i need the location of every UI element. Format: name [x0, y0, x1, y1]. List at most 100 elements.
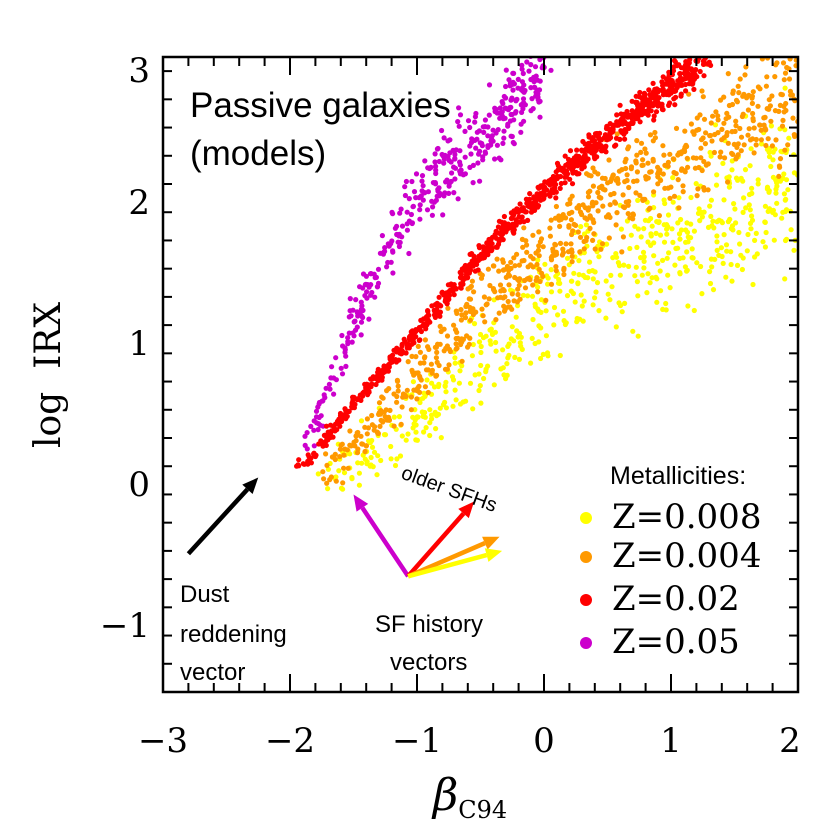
- data-point: [372, 424, 378, 430]
- data-point: [345, 341, 351, 347]
- data-point: [547, 225, 553, 231]
- data-point: [695, 210, 702, 216]
- data-point: [501, 288, 507, 294]
- data-point: [595, 171, 601, 177]
- data-point: [375, 430, 381, 436]
- data-point: [637, 119, 643, 125]
- data-point: [646, 87, 652, 93]
- data-point: [745, 132, 751, 138]
- data-point: [714, 233, 720, 239]
- data-point: [463, 310, 469, 316]
- data-point: [382, 414, 388, 420]
- data-point: [676, 205, 682, 211]
- data-point: [688, 121, 695, 127]
- data-point: [358, 319, 365, 325]
- data-point: [649, 223, 655, 229]
- data-point: [574, 171, 580, 177]
- data-point: [736, 229, 742, 236]
- data-point: [506, 282, 512, 288]
- data-point: [782, 70, 789, 76]
- data-point: [707, 280, 714, 287]
- data-point: [783, 107, 789, 114]
- data-point: [685, 303, 691, 309]
- data-point: [395, 239, 401, 245]
- data-point: [710, 113, 716, 119]
- data-point: [764, 74, 770, 80]
- data-point: [438, 435, 444, 441]
- data-point: [358, 433, 364, 439]
- data-point: [742, 167, 749, 173]
- data-point: [349, 476, 355, 482]
- data-point: [327, 477, 333, 483]
- data-point: [701, 45, 706, 50]
- data-point: [479, 306, 485, 312]
- data-point: [470, 180, 476, 186]
- data-point: [569, 181, 576, 187]
- data-point: [548, 67, 554, 73]
- data-point: [512, 110, 519, 116]
- data-point: [389, 238, 395, 244]
- data-point: [480, 124, 486, 130]
- data-point: [578, 224, 584, 230]
- data-point: [747, 137, 754, 143]
- data-point: [626, 263, 632, 269]
- data-point: [718, 149, 724, 155]
- data-point: [671, 64, 677, 70]
- data-point: [715, 130, 721, 136]
- data-point: [536, 40, 541, 45]
- data-point: [659, 101, 665, 107]
- x-tick-label: 1: [660, 721, 682, 761]
- data-point: [413, 327, 419, 333]
- data-point: [396, 243, 402, 250]
- data-point: [586, 132, 592, 138]
- data-point: [782, 197, 788, 203]
- data-point: [468, 151, 474, 157]
- data-point: [734, 262, 741, 268]
- data-point: [557, 240, 564, 246]
- data-point: [741, 195, 747, 201]
- data-point: [302, 442, 308, 448]
- data-point: [457, 112, 464, 118]
- data-point: [603, 133, 609, 139]
- data-point: [708, 120, 714, 126]
- data-point: [311, 443, 317, 449]
- data-point: [519, 79, 526, 85]
- data-point: [458, 281, 464, 287]
- data-point: [433, 170, 439, 177]
- data-point: [592, 156, 598, 162]
- data-point: [574, 205, 580, 211]
- data-point: [557, 185, 563, 191]
- data-point: [684, 155, 690, 161]
- data-point: [576, 258, 582, 264]
- data-point: [426, 312, 432, 318]
- data-point: [520, 292, 527, 298]
- data-point: [423, 322, 429, 328]
- data-point: [638, 255, 644, 261]
- data-point: [456, 123, 462, 129]
- data-point: [541, 187, 547, 193]
- data-point: [354, 450, 361, 456]
- data-point: [417, 375, 423, 381]
- data-point: [522, 285, 529, 291]
- data-point: [333, 474, 339, 480]
- data-point: [477, 178, 483, 184]
- data-point: [535, 306, 541, 312]
- data-point: [665, 212, 672, 218]
- data-point: [399, 433, 405, 439]
- data-point: [477, 148, 483, 154]
- data-point: [722, 155, 728, 161]
- data-point: [654, 299, 660, 305]
- data-point: [557, 352, 563, 359]
- data-point: [501, 128, 507, 134]
- data-point: [413, 354, 419, 360]
- data-point: [469, 278, 475, 284]
- data-point: [627, 245, 633, 252]
- data-point: [619, 309, 625, 315]
- data-point: [329, 364, 335, 370]
- data-point: [749, 213, 755, 219]
- data-point: [634, 279, 641, 285]
- dust-label-line-1: Dust: [180, 581, 230, 608]
- data-point: [487, 142, 494, 148]
- data-point: [641, 226, 647, 232]
- data-point: [791, 247, 797, 253]
